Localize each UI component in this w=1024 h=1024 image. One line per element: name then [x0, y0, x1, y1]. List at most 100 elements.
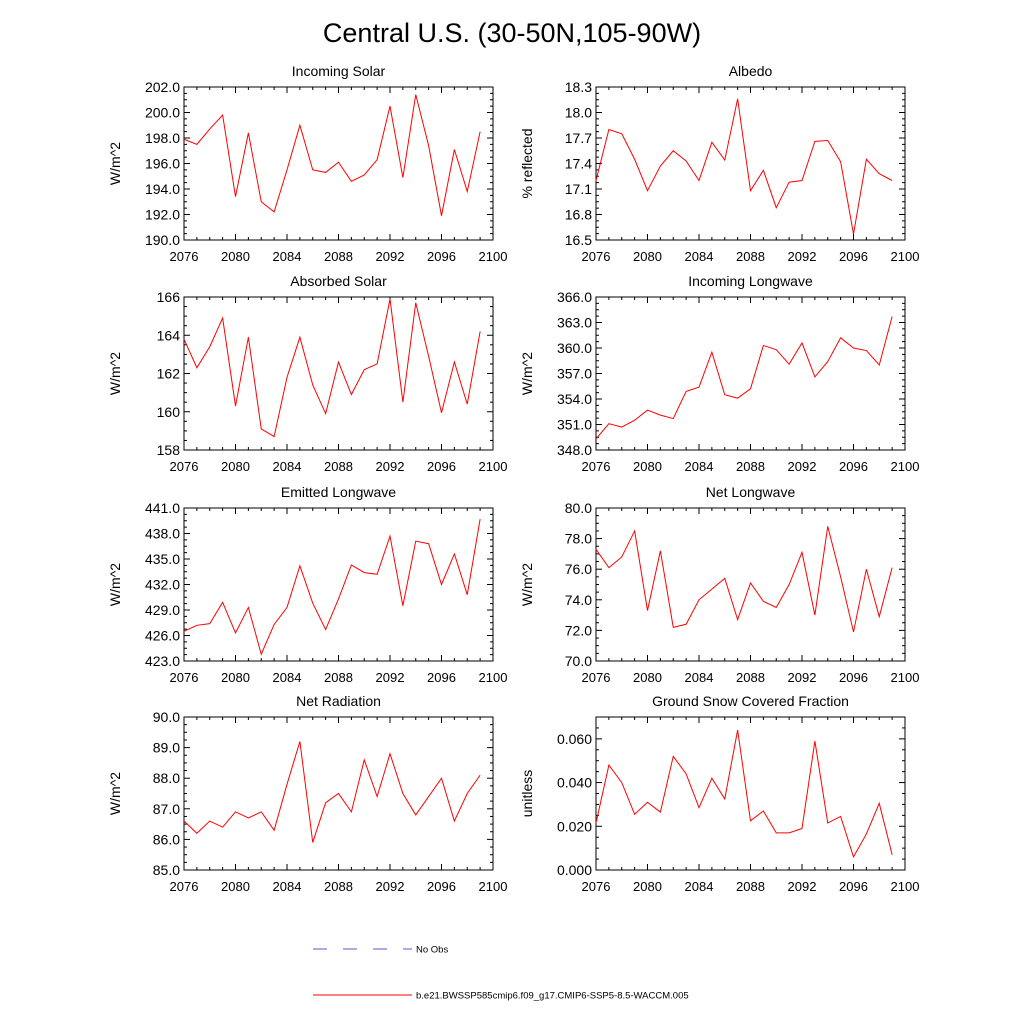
- y-tick-label: 435.0: [145, 551, 180, 567]
- y-axis-label: W/m^2: [107, 352, 123, 395]
- x-tick-label: 2100: [891, 879, 920, 894]
- x-tick-label: 2084: [273, 459, 302, 474]
- y-tick-label: 194.0: [145, 181, 180, 197]
- x-tick-label: 2080: [221, 249, 250, 264]
- y-tick-label: 0.020: [557, 818, 592, 834]
- x-tick-label: 2096: [427, 249, 456, 264]
- x-tick-label: 2088: [324, 459, 353, 474]
- x-tick-label: 2076: [170, 879, 199, 894]
- chart-title: Net Radiation: [296, 693, 381, 709]
- y-tick-label: 426.0: [145, 628, 180, 644]
- x-tick-label: 2092: [376, 459, 405, 474]
- x-tick-label: 2092: [788, 879, 817, 894]
- x-tick-label: 2100: [891, 249, 920, 264]
- chart-5: Emitted Longwave W/m^2 2076 2080 2084 2088 209…: [107, 484, 507, 685]
- x-tick-label: 2096: [427, 879, 456, 894]
- chart-title: Incoming Solar: [292, 63, 386, 79]
- y-tick-label: 360.0: [557, 340, 592, 356]
- chart-title: Ground Snow Covered Fraction: [652, 693, 849, 709]
- y-axis-label: % reflected: [519, 128, 535, 198]
- y-tick-label: 432.0: [145, 577, 180, 593]
- y-tick-label: 18.0: [565, 105, 592, 121]
- plot-frame: [595, 296, 906, 451]
- x-tick-label: 2080: [633, 879, 662, 894]
- x-tick-label: 2096: [839, 249, 868, 264]
- y-axis-label: W/m^2: [519, 563, 535, 606]
- x-tick-label: 2076: [582, 249, 611, 264]
- y-tick-label: 192.0: [145, 207, 180, 223]
- plot-frame: [183, 507, 494, 662]
- y-tick-label: 89.0: [153, 740, 180, 756]
- y-tick-label: 16.8: [565, 207, 592, 223]
- x-tick-label: 2092: [376, 670, 405, 685]
- y-tick-label: 354.0: [557, 391, 592, 407]
- x-tick-label: 2084: [685, 879, 714, 894]
- x-tick-label: 2096: [839, 670, 868, 685]
- x-tick-label: 2088: [736, 459, 765, 474]
- y-tick-label: 17.4: [565, 156, 592, 172]
- x-tick-label: 2100: [891, 459, 920, 474]
- y-tick-label: 76.0: [565, 561, 592, 577]
- chart-6: Net Longwave W/m^2 2076 2080 2084 2088 2092 209…: [519, 484, 919, 685]
- chart-title: Emitted Longwave: [281, 484, 396, 500]
- x-tick-label: 2084: [685, 459, 714, 474]
- x-tick-label: 2100: [479, 670, 508, 685]
- legend-no-obs-label: No Obs: [416, 945, 448, 956]
- y-tick-label: 429.0: [145, 602, 180, 618]
- chart-8: Ground Snow Covered Fraction unitless 2076…: [519, 693, 919, 894]
- chart-3: Absorbed Solar W/m^2 2076 2080 2084 2088 2092 2…: [107, 273, 507, 474]
- y-tick-label: 366.0: [557, 289, 592, 305]
- y-tick-label: 85.0: [153, 862, 180, 878]
- y-tick-label: 88.0: [153, 770, 180, 786]
- series-line: [183, 518, 481, 656]
- y-tick-label: 190.0: [145, 232, 180, 248]
- y-axis-label: W/m^2: [107, 142, 123, 185]
- legend-model-label: b.e21.BWSSP585cmip6.f09_g17.CMIP6-SSP5-8…: [416, 991, 689, 1002]
- plot-frame: [595, 507, 906, 662]
- series-line: [183, 298, 481, 438]
- x-tick-label: 2088: [736, 670, 765, 685]
- y-tick-label: 423.0: [145, 653, 180, 669]
- y-tick-label: 18.3: [565, 79, 592, 95]
- x-tick-label: 2076: [582, 879, 611, 894]
- chart-7: Net Radiation W/m^2 2076 2080 2084 2088 2092 20…: [107, 693, 507, 894]
- x-tick-label: 2100: [479, 459, 508, 474]
- x-tick-label: 2088: [736, 249, 765, 264]
- x-tick-label: 2080: [221, 670, 250, 685]
- y-tick-label: 86.0: [153, 831, 180, 847]
- x-tick-label: 2100: [479, 879, 508, 894]
- x-tick-label: 2096: [839, 879, 868, 894]
- y-tick-label: 87.0: [153, 801, 180, 817]
- x-tick-label: 2092: [788, 459, 817, 474]
- y-tick-label: 70.0: [565, 653, 592, 669]
- x-tick-label: 2096: [427, 459, 456, 474]
- y-tick-label: 166: [157, 289, 181, 305]
- y-tick-label: 80.0: [565, 500, 592, 516]
- x-tick-label: 2088: [324, 670, 353, 685]
- y-tick-label: 72.0: [565, 622, 592, 638]
- x-tick-label: 2076: [582, 670, 611, 685]
- chart-title: Albedo: [729, 63, 773, 79]
- figure-title: Central U.S. (30-50N,105-90W): [323, 18, 701, 48]
- chart-1: Incoming Solar W/m^2 2076 2080 2084 2088 2092 2…: [107, 63, 507, 264]
- x-tick-label: 2096: [427, 670, 456, 685]
- x-tick-label: 2076: [170, 459, 199, 474]
- y-tick-label: 160: [157, 404, 181, 420]
- x-tick-label: 2100: [891, 670, 920, 685]
- y-tick-label: 438.0: [145, 526, 180, 542]
- y-tick-label: 0.000: [557, 862, 592, 878]
- x-tick-label: 2088: [324, 879, 353, 894]
- y-axis-label: W/m^2: [107, 563, 123, 606]
- y-tick-label: 78.0: [565, 531, 592, 547]
- y-tick-label: 351.0: [557, 417, 592, 433]
- x-tick-label: 2076: [582, 459, 611, 474]
- x-tick-label: 2076: [170, 670, 199, 685]
- x-tick-label: 2080: [221, 459, 250, 474]
- chart-title: Absorbed Solar: [290, 273, 387, 289]
- y-tick-label: 198.0: [145, 130, 180, 146]
- series-line: [183, 741, 481, 843]
- y-tick-label: 0.040: [557, 775, 592, 791]
- x-tick-label: 2088: [736, 879, 765, 894]
- y-tick-label: 74.0: [565, 592, 592, 608]
